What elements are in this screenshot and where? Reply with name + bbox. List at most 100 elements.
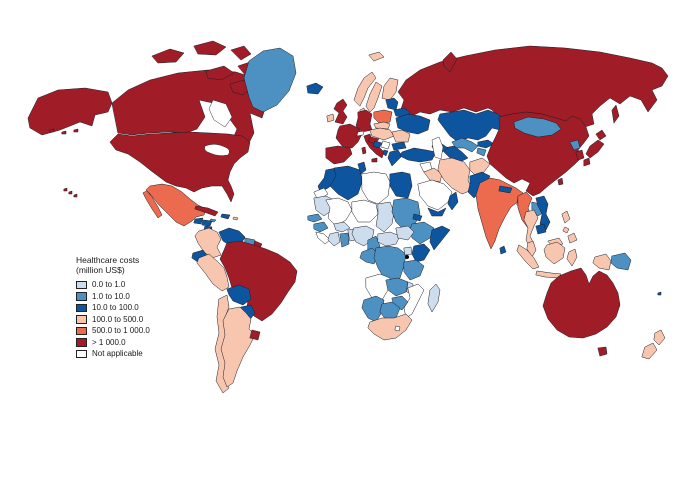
region-hispaniola — [220, 213, 231, 220]
region-switzerland — [356, 130, 365, 137]
region-yemen — [427, 207, 447, 217]
hudson-bay — [208, 99, 233, 128]
legend-label-c1: 0.0 to 1.0 — [92, 280, 126, 290]
legend-swatch-c5 — [76, 326, 87, 335]
region-puerto-rico — [232, 216, 239, 221]
region-drc — [373, 245, 407, 285]
region-guatemala — [193, 217, 204, 225]
region-albania — [382, 149, 389, 157]
region-ukraine — [395, 113, 431, 135]
region-egypt — [389, 171, 413, 199]
region-fiji — [657, 291, 662, 296]
region-mozambique — [403, 283, 425, 319]
region-philippines — [561, 210, 578, 244]
legend-swatch-c4 — [76, 315, 87, 324]
legend-title-line1: Healthcare costs — [76, 255, 140, 265]
region-india — [475, 177, 524, 250]
region-lesotho — [394, 325, 401, 332]
legend: Healthcare costs (million US$) 0.0 to 1.… — [76, 255, 186, 360]
region-ghana — [339, 232, 350, 248]
region-bulgaria — [391, 141, 407, 151]
region-madagascar — [427, 283, 441, 313]
legend-label-na: Not applicable — [92, 349, 143, 359]
region-guinea — [313, 221, 329, 233]
region-bolivia — [226, 284, 252, 306]
legend-label-c2: 1.0 to 10.0 — [92, 291, 130, 301]
region-japan — [583, 129, 607, 167]
region-sakhalin — [611, 104, 620, 124]
region-kazakhstan — [437, 109, 506, 143]
region-iceland — [306, 82, 324, 95]
region-ireland — [326, 113, 335, 123]
legend-label-c6: > 1 000.0 — [92, 337, 126, 347]
region-tajikistan — [476, 147, 487, 157]
region-serbia — [380, 140, 391, 150]
legend-swatch-na — [76, 349, 87, 358]
legend-item-c6: > 1 000.0 — [76, 337, 186, 349]
region-afghanistan — [469, 157, 491, 177]
region-uzbekistan — [451, 137, 479, 153]
region-sierra-leone-liberia — [315, 231, 331, 245]
legend-item-c1: 0.0 to 1.0 — [76, 279, 186, 291]
legend-label-c4: 100.0 to 500.0 — [92, 314, 144, 324]
region-australia — [542, 267, 621, 339]
legend-swatch-c3 — [76, 303, 87, 312]
region-hawaii — [63, 187, 78, 198]
region-iraq — [423, 167, 443, 183]
region-ivory-coast — [327, 231, 341, 247]
region-eritrea — [412, 213, 423, 222]
legend-swatch-c6 — [76, 338, 87, 347]
legend-item-c4: 100.0 to 500.0 — [76, 314, 186, 326]
region-somalia — [429, 225, 451, 251]
great-lakes — [204, 144, 230, 156]
region-papua-new-guinea — [610, 252, 632, 271]
region-italy — [361, 133, 385, 163]
region-honduras — [201, 219, 213, 227]
region-algeria — [329, 165, 363, 201]
region-mali — [325, 197, 353, 227]
region-svalbard — [368, 51, 385, 62]
region-canadian-arctic-islands — [151, 40, 257, 96]
region-central-african-republic — [377, 231, 401, 247]
region-sri-lanka — [499, 245, 507, 255]
region-tunisia — [357, 161, 367, 175]
region-colombia — [194, 227, 222, 259]
region-alaska — [27, 87, 113, 136]
region-jamaica — [209, 218, 217, 223]
region-saudi-arabia — [417, 179, 453, 211]
region-tasmania — [597, 346, 608, 357]
region-zambia — [385, 277, 409, 297]
region-new-zealand — [641, 329, 666, 360]
region-namibia — [361, 295, 385, 323]
region-uruguay — [249, 329, 261, 341]
region-uganda — [403, 246, 413, 256]
region-kenya — [411, 243, 431, 263]
region-turkey — [399, 147, 437, 163]
lake-victoria — [405, 255, 409, 259]
region-tanzania — [403, 259, 425, 281]
region-cuba — [194, 205, 219, 217]
region-cambodia — [535, 223, 547, 235]
region-greenland — [243, 47, 297, 113]
region-brazil — [219, 240, 298, 322]
region-vietnam — [535, 195, 551, 231]
region-argentina — [220, 306, 256, 388]
region-mongolia — [513, 116, 562, 138]
region-south-africa — [367, 313, 413, 341]
region-peru — [196, 253, 230, 292]
region-russia — [397, 45, 669, 129]
region-nepal — [498, 185, 513, 194]
region-turkmenistan — [443, 145, 469, 163]
region-angola — [365, 273, 391, 301]
region-south-korea — [575, 149, 585, 161]
region-taiwan — [557, 177, 564, 186]
legend-title-line2: (million US$) — [76, 265, 125, 275]
region-kyrgyzstan — [477, 139, 495, 149]
legend-items: 0.0 to 1.0 1.0 to 10.0 10.0 to 100.0 100.0 … — [76, 279, 186, 360]
region-mexico — [142, 183, 207, 227]
region-bosnia — [372, 140, 383, 149]
region-novaya-zemlya — [442, 51, 458, 73]
region-senegal — [307, 213, 323, 223]
region-poland — [373, 109, 393, 125]
